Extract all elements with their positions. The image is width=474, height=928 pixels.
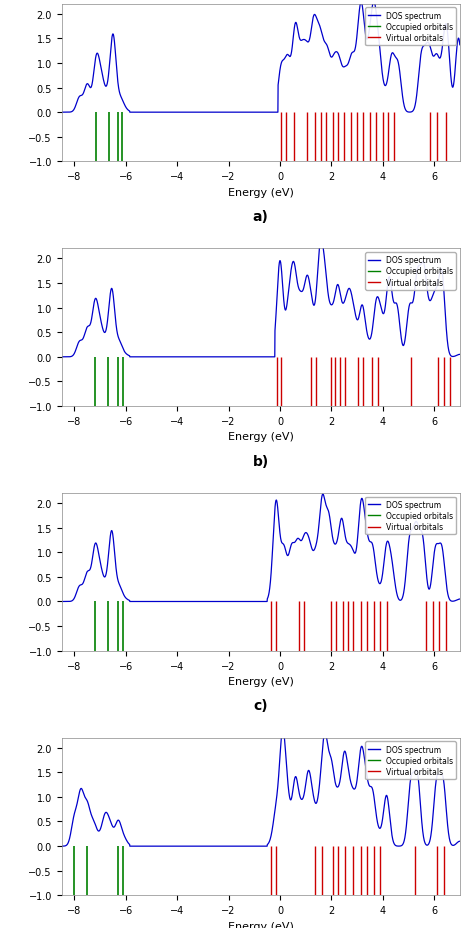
DOS spectrum — [447, 350, 453, 361]
DOS spectrum — [56, 841, 62, 852]
DOS spectrum — [447, 595, 453, 606]
DOS spectrum — [56, 597, 62, 608]
DOS spectrum — [226, 108, 231, 119]
Text: b): b) — [253, 454, 269, 468]
DOS spectrum — [248, 352, 254, 363]
DOS spectrum — [56, 108, 62, 119]
Line: DOS spectrum: DOS spectrum — [59, 3, 462, 113]
DOS spectrum — [226, 352, 231, 363]
Line: DOS spectrum: DOS spectrum — [59, 240, 462, 357]
DOS spectrum — [229, 597, 235, 608]
Legend: DOS spectrum, Occupied orbitals, Virtual orbitals: DOS spectrum, Occupied orbitals, Virtual… — [365, 497, 456, 535]
DOS spectrum — [349, 781, 355, 793]
DOS spectrum — [56, 352, 62, 363]
DOS spectrum — [349, 543, 355, 554]
X-axis label: Energy (eV): Energy (eV) — [228, 187, 293, 198]
DOS spectrum — [229, 352, 235, 363]
DOS spectrum — [459, 350, 465, 361]
DOS spectrum — [349, 48, 355, 59]
DOS spectrum — [459, 595, 465, 606]
DOS spectrum — [229, 841, 235, 852]
DOS spectrum — [427, 296, 433, 307]
DOS spectrum — [248, 841, 254, 852]
DOS spectrum — [226, 841, 231, 852]
DOS spectrum — [248, 108, 254, 119]
DOS spectrum — [280, 724, 286, 735]
Text: c): c) — [254, 699, 268, 713]
DOS spectrum — [226, 597, 231, 608]
Line: DOS spectrum: DOS spectrum — [59, 729, 462, 846]
DOS spectrum — [447, 61, 453, 72]
DOS spectrum — [447, 836, 453, 847]
Line: DOS spectrum: DOS spectrum — [59, 495, 462, 602]
DOS spectrum — [349, 292, 355, 303]
DOS spectrum — [427, 42, 433, 53]
DOS spectrum — [427, 835, 433, 846]
X-axis label: Energy (eV): Energy (eV) — [228, 677, 293, 687]
X-axis label: Energy (eV): Energy (eV) — [228, 432, 293, 442]
DOS spectrum — [459, 837, 465, 848]
Text: a): a) — [253, 210, 269, 224]
DOS spectrum — [320, 489, 326, 500]
DOS spectrum — [248, 597, 254, 608]
Legend: DOS spectrum, Occupied orbitals, Virtual orbitals: DOS spectrum, Occupied orbitals, Virtual… — [365, 252, 456, 290]
DOS spectrum — [371, 0, 377, 8]
DOS spectrum — [229, 108, 235, 119]
Legend: DOS spectrum, Occupied orbitals, Virtual orbitals: DOS spectrum, Occupied orbitals, Virtual… — [365, 8, 456, 46]
DOS spectrum — [427, 583, 433, 594]
X-axis label: Energy (eV): Energy (eV) — [228, 921, 293, 928]
DOS spectrum — [459, 73, 465, 84]
Legend: DOS spectrum, Occupied orbitals, Virtual orbitals: DOS spectrum, Occupied orbitals, Virtual… — [365, 741, 456, 780]
DOS spectrum — [319, 235, 324, 246]
